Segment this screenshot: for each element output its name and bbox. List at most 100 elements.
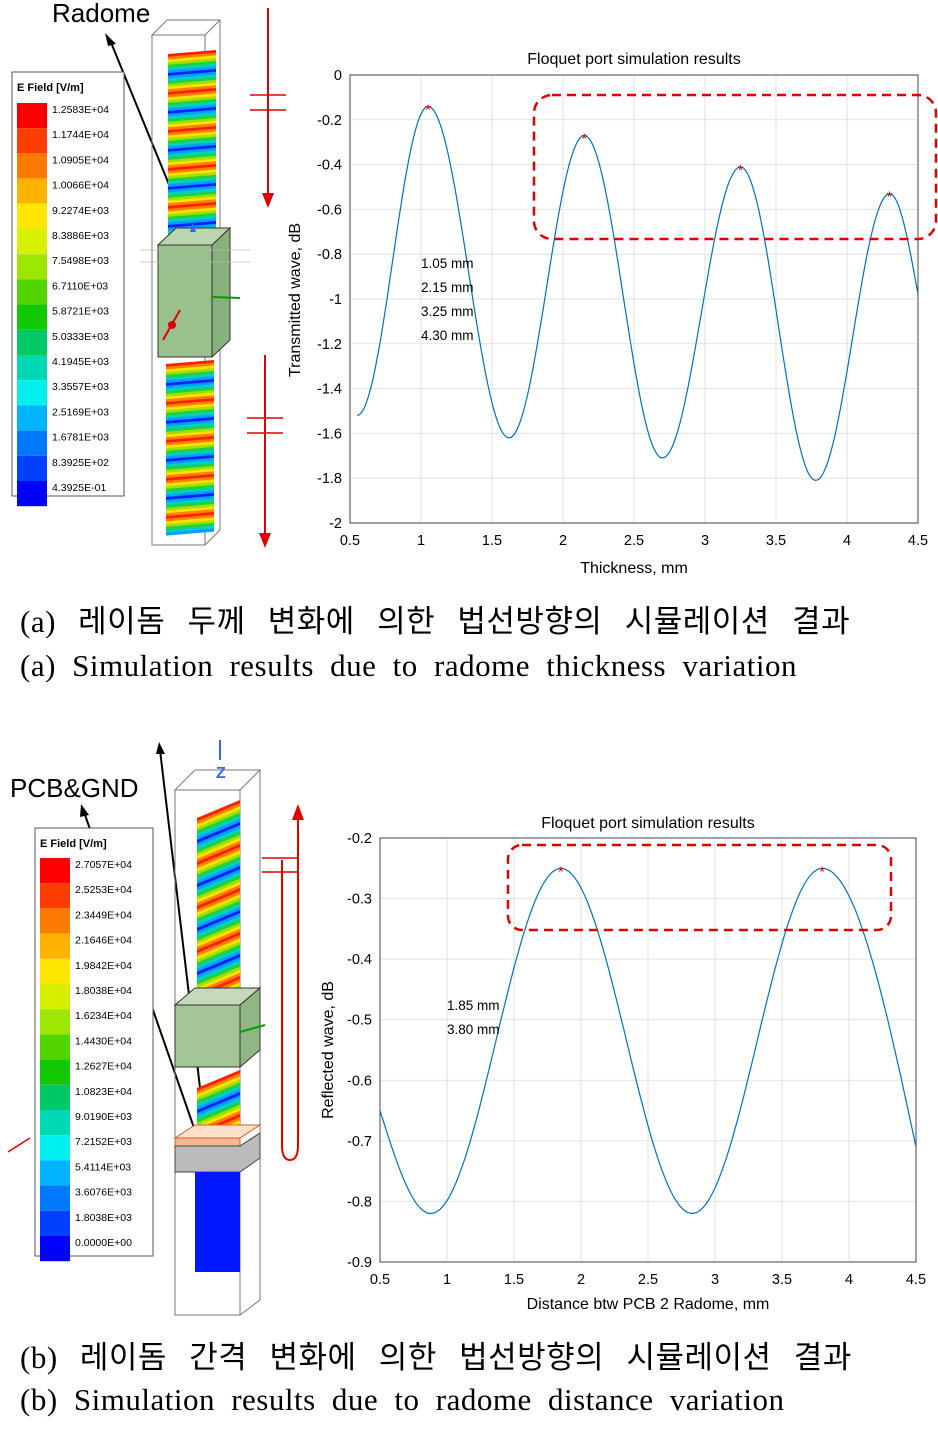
field-stripe xyxy=(168,107,216,115)
field-stripe xyxy=(166,452,214,460)
legend-b-swatch xyxy=(40,1034,70,1060)
field-stripe xyxy=(166,395,214,403)
y-tick-label: -0.5 xyxy=(347,1013,372,1029)
field-stripe xyxy=(197,932,240,954)
field-stripe xyxy=(166,438,214,447)
peak-marker: * xyxy=(819,863,825,880)
legend-a-swatch xyxy=(17,304,47,330)
legend-a-swatch xyxy=(17,103,47,129)
field-stripe xyxy=(166,400,214,409)
legend-a-value: 6.7110E+03 xyxy=(52,280,108,292)
field-stripe xyxy=(166,362,214,371)
legend-b-value: 1.6234E+04 xyxy=(75,1010,132,1022)
legend-b-value: 2.7057E+04 xyxy=(75,859,132,871)
field-stripe xyxy=(166,422,214,430)
field-stripe xyxy=(166,525,214,533)
field-stripe xyxy=(168,98,216,107)
y-tick-label: -0.9 xyxy=(347,1255,372,1271)
pcb-gnd-label: PCB&GND xyxy=(10,773,139,803)
field-stripe xyxy=(168,90,216,99)
field-stripe xyxy=(168,191,216,199)
field-stripe xyxy=(197,1082,240,1105)
field-stripe xyxy=(168,218,216,226)
field-stripe xyxy=(168,123,216,131)
field-stripe xyxy=(166,425,214,433)
field-stripe xyxy=(197,919,240,942)
field-stripe xyxy=(197,840,240,863)
panel-b-figure: PCB&GND E Field [V/m] 2.7057E+04 2.5253E+… xyxy=(7,740,926,1316)
field-stripe xyxy=(166,490,214,498)
legend-b-swatch xyxy=(40,958,70,984)
field-stripe xyxy=(166,406,214,414)
field-stripe xyxy=(166,403,214,411)
legend-a-value: 8.3925E+02 xyxy=(52,457,109,469)
field-stripe xyxy=(168,60,216,69)
field-stripe xyxy=(197,872,240,895)
field-stripe xyxy=(197,847,240,869)
field-stripe xyxy=(197,818,240,841)
field-stripe xyxy=(197,906,240,929)
field-stripe xyxy=(197,928,240,951)
field-stripe xyxy=(166,512,214,520)
field-stripe xyxy=(166,441,214,449)
field-stripe xyxy=(168,82,216,90)
legend-a-swatch xyxy=(17,430,47,456)
field-stripe xyxy=(168,185,216,194)
legend-a-title: E Field [V/m] xyxy=(17,82,84,94)
field-stripe xyxy=(168,101,216,109)
legend-b-swatch xyxy=(40,858,70,884)
x-tick-label: 2.5 xyxy=(638,1272,658,1288)
caption-b-korean: (b) 레이돔 간격 변화에 의한 법선방향의 시뮬레이션 결과 xyxy=(20,1340,852,1375)
legend-b-swatch xyxy=(40,1185,70,1211)
field-stripe xyxy=(197,828,240,851)
x-tick-label: 4 xyxy=(843,533,851,549)
legend-b-value: 2.1646E+04 xyxy=(75,935,132,947)
field-stripe xyxy=(168,74,216,82)
field-stripe xyxy=(197,963,240,986)
y-tick-label: -0.8 xyxy=(317,247,342,263)
peak-annotation: 1.85 mm xyxy=(447,998,500,1013)
legend-b-value: 5.4114E+03 xyxy=(75,1161,131,1173)
field-stripe xyxy=(166,376,214,384)
field-stripe xyxy=(166,398,214,406)
field-stripe xyxy=(197,853,240,876)
field-stripe xyxy=(166,368,214,376)
field-stripe xyxy=(166,479,214,487)
field-stripe xyxy=(168,169,216,177)
field-stripe xyxy=(168,69,216,77)
field-stripe xyxy=(197,894,240,917)
field-stripe xyxy=(166,455,214,463)
legend-a-swatch xyxy=(17,279,47,305)
field-stripe xyxy=(197,1076,240,1099)
x-tick-label: 3.5 xyxy=(766,533,786,549)
field-stripe xyxy=(197,844,240,866)
z-axis-label: Z xyxy=(216,765,226,782)
field-stripe xyxy=(168,177,216,185)
legend-b-value: 1.2627E+04 xyxy=(75,1061,132,1073)
field-stripe xyxy=(168,210,216,218)
peak-marker: * xyxy=(558,863,564,880)
field-stripe xyxy=(197,1079,240,1102)
x-tick-label: 4.5 xyxy=(906,1272,926,1288)
field-stripe xyxy=(168,196,216,204)
legend-b-swatch xyxy=(40,908,70,934)
field-stripe xyxy=(168,66,216,74)
field-stripe xyxy=(168,117,216,126)
field-stripe xyxy=(166,484,214,493)
field-stripe xyxy=(197,916,240,939)
chart-a-series-line xyxy=(356,105,919,482)
field-stripe xyxy=(168,142,216,150)
field-stripe xyxy=(168,85,216,93)
radome-label: Radome xyxy=(52,0,150,28)
field-stripe xyxy=(166,389,214,398)
field-stripe xyxy=(166,384,214,392)
x-tick-label: 1.5 xyxy=(504,1272,524,1288)
x-tick-label: 4 xyxy=(845,1272,853,1288)
field-stripe xyxy=(168,158,216,166)
field-stripe xyxy=(166,522,214,531)
field-stripe xyxy=(197,966,240,989)
y-tick-label: -1.8 xyxy=(317,471,342,487)
legend-b-swatch xyxy=(40,933,70,959)
field-stripe xyxy=(166,520,214,528)
legend-b-value: 3.6076E+03 xyxy=(75,1187,132,1199)
